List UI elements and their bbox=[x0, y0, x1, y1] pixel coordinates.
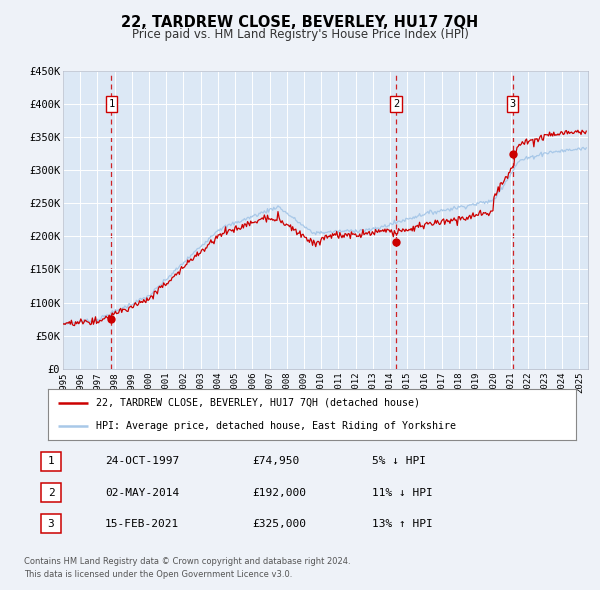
Text: Price paid vs. HM Land Registry's House Price Index (HPI): Price paid vs. HM Land Registry's House … bbox=[131, 28, 469, 41]
Text: HPI: Average price, detached house, East Riding of Yorkshire: HPI: Average price, detached house, East… bbox=[95, 421, 455, 431]
Text: 02-MAY-2014: 02-MAY-2014 bbox=[105, 488, 179, 497]
Text: 1: 1 bbox=[108, 99, 115, 109]
Text: 11% ↓ HPI: 11% ↓ HPI bbox=[372, 488, 433, 497]
Text: 5% ↓ HPI: 5% ↓ HPI bbox=[372, 457, 426, 466]
Text: £325,000: £325,000 bbox=[252, 519, 306, 529]
Text: 13% ↑ HPI: 13% ↑ HPI bbox=[372, 519, 433, 529]
Text: 15-FEB-2021: 15-FEB-2021 bbox=[105, 519, 179, 529]
Text: Contains HM Land Registry data © Crown copyright and database right 2024.: Contains HM Land Registry data © Crown c… bbox=[24, 558, 350, 566]
Text: £192,000: £192,000 bbox=[252, 488, 306, 497]
Text: 3: 3 bbox=[47, 519, 55, 529]
Text: 1: 1 bbox=[47, 457, 55, 466]
Text: 2: 2 bbox=[393, 99, 399, 109]
Text: This data is licensed under the Open Government Licence v3.0.: This data is licensed under the Open Gov… bbox=[24, 571, 292, 579]
Text: 24-OCT-1997: 24-OCT-1997 bbox=[105, 457, 179, 466]
Text: 22, TARDREW CLOSE, BEVERLEY, HU17 7QH: 22, TARDREW CLOSE, BEVERLEY, HU17 7QH bbox=[121, 15, 479, 30]
Text: 2: 2 bbox=[47, 488, 55, 497]
Text: £74,950: £74,950 bbox=[252, 457, 299, 466]
Text: 22, TARDREW CLOSE, BEVERLEY, HU17 7QH (detached house): 22, TARDREW CLOSE, BEVERLEY, HU17 7QH (d… bbox=[95, 398, 419, 408]
Text: 3: 3 bbox=[509, 99, 516, 109]
